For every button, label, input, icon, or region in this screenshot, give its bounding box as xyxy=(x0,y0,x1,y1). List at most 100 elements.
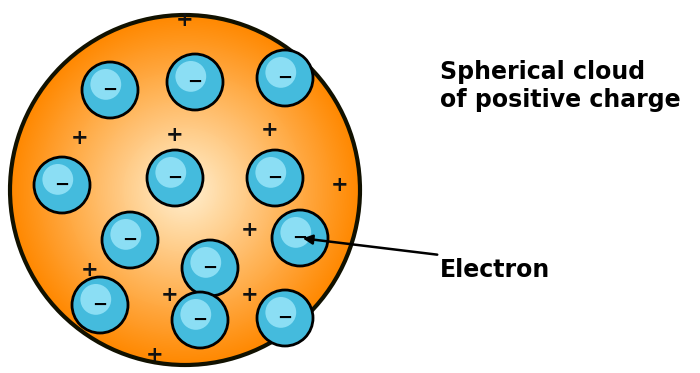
Circle shape xyxy=(256,157,286,188)
Circle shape xyxy=(106,111,264,269)
Circle shape xyxy=(146,150,225,229)
Circle shape xyxy=(115,120,256,260)
Circle shape xyxy=(51,56,318,324)
Circle shape xyxy=(104,109,266,271)
Circle shape xyxy=(159,164,211,216)
Circle shape xyxy=(32,37,337,343)
Circle shape xyxy=(167,54,223,110)
Text: +: + xyxy=(176,10,194,30)
Text: −: − xyxy=(122,231,138,249)
Circle shape xyxy=(65,70,305,310)
Circle shape xyxy=(134,138,237,242)
Circle shape xyxy=(181,299,211,330)
Circle shape xyxy=(135,140,234,240)
Circle shape xyxy=(66,72,303,308)
Text: −: − xyxy=(277,309,293,327)
Circle shape xyxy=(90,95,279,284)
Circle shape xyxy=(13,18,356,361)
Circle shape xyxy=(140,145,230,235)
Circle shape xyxy=(123,128,247,252)
Circle shape xyxy=(109,115,260,266)
Circle shape xyxy=(43,48,328,332)
Circle shape xyxy=(180,185,190,195)
Circle shape xyxy=(101,106,269,274)
Text: +: + xyxy=(331,175,349,195)
Circle shape xyxy=(84,89,286,291)
Circle shape xyxy=(164,169,206,211)
Circle shape xyxy=(74,78,297,301)
Text: −: − xyxy=(92,296,108,314)
Text: −: − xyxy=(102,81,118,99)
Circle shape xyxy=(34,39,336,341)
Circle shape xyxy=(176,181,194,199)
Text: −: − xyxy=(202,259,218,277)
Circle shape xyxy=(63,68,307,312)
Circle shape xyxy=(53,58,317,322)
Circle shape xyxy=(176,61,206,92)
Circle shape xyxy=(173,178,197,202)
Circle shape xyxy=(34,157,90,213)
Circle shape xyxy=(118,123,252,257)
Circle shape xyxy=(155,157,186,188)
Circle shape xyxy=(55,60,316,320)
Circle shape xyxy=(174,180,195,200)
Circle shape xyxy=(37,43,332,338)
Circle shape xyxy=(99,104,271,276)
Circle shape xyxy=(127,132,244,248)
Circle shape xyxy=(182,240,238,296)
Circle shape xyxy=(113,118,257,262)
Circle shape xyxy=(31,35,340,344)
Circle shape xyxy=(43,164,74,195)
Circle shape xyxy=(25,31,344,350)
Circle shape xyxy=(168,173,202,207)
Circle shape xyxy=(122,126,248,254)
Text: +: + xyxy=(71,128,89,148)
Circle shape xyxy=(147,150,203,206)
Circle shape xyxy=(58,63,312,317)
Text: Electron: Electron xyxy=(440,258,550,282)
Text: +: + xyxy=(161,285,178,305)
Circle shape xyxy=(39,44,331,336)
Circle shape xyxy=(265,57,296,88)
Text: −: − xyxy=(55,176,69,194)
Circle shape xyxy=(27,32,343,348)
Text: +: + xyxy=(166,125,184,145)
Circle shape xyxy=(62,66,309,314)
Circle shape xyxy=(60,65,310,315)
Circle shape xyxy=(17,22,353,358)
Circle shape xyxy=(70,75,300,305)
Text: +: + xyxy=(261,120,279,140)
Circle shape xyxy=(128,133,241,247)
Circle shape xyxy=(111,219,141,250)
Circle shape xyxy=(82,62,138,118)
Circle shape xyxy=(88,92,283,288)
Circle shape xyxy=(150,156,219,225)
Circle shape xyxy=(137,142,233,238)
Circle shape xyxy=(80,284,111,315)
Circle shape xyxy=(130,135,240,245)
Circle shape xyxy=(108,113,262,267)
Circle shape xyxy=(120,125,251,255)
Circle shape xyxy=(144,149,226,231)
Circle shape xyxy=(19,23,351,357)
Text: +: + xyxy=(241,285,259,305)
Text: −: − xyxy=(193,311,208,329)
Text: +: + xyxy=(81,260,99,280)
Circle shape xyxy=(72,277,128,333)
Text: −: − xyxy=(267,169,283,187)
Circle shape xyxy=(77,82,293,298)
Circle shape xyxy=(90,69,121,100)
Circle shape xyxy=(78,84,291,297)
Circle shape xyxy=(94,99,276,281)
Circle shape xyxy=(92,97,278,283)
Circle shape xyxy=(48,53,322,327)
Circle shape xyxy=(161,166,209,214)
Circle shape xyxy=(41,46,329,334)
Text: +: + xyxy=(241,220,259,240)
Circle shape xyxy=(97,103,272,278)
Circle shape xyxy=(257,290,313,346)
Circle shape xyxy=(158,163,213,217)
Circle shape xyxy=(149,154,221,226)
Circle shape xyxy=(172,292,228,348)
Circle shape xyxy=(139,144,232,236)
